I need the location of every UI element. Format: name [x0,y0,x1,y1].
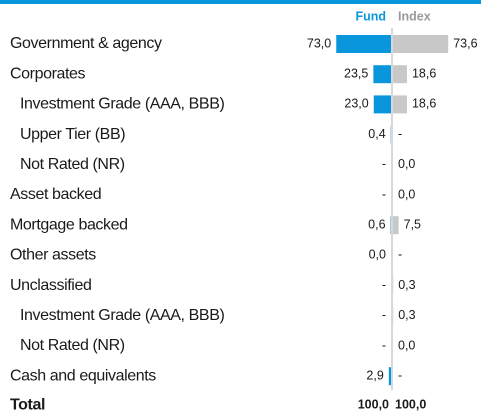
bar [373,95,391,114]
category-label: Upper Tier (BB) [20,126,125,143]
bar [388,367,391,386]
value-label: 0,0 [369,248,386,262]
value-label: 23,5 [344,66,368,80]
category-label: Mortgage backed [10,216,128,233]
value-label: - [382,338,386,352]
bar [393,216,399,235]
value-label: - [382,187,386,201]
value-label: 0,0 [398,157,415,171]
bar [393,65,407,84]
category-label: Asset backed [10,186,101,203]
value-label: 2,9 [366,368,383,382]
value-label: 73,0 [307,36,331,50]
value-label: 0,0 [398,338,415,352]
category-label: Not Rated (NR) [20,337,125,354]
value-label: 18,6 [412,66,436,80]
bar [373,65,391,84]
value-label: 0,3 [398,278,415,292]
value-label: 0,4 [368,127,385,141]
value-label: - [398,248,402,262]
value-label: - [382,308,386,322]
bar [393,95,407,114]
value-label: 0,3 [398,308,415,322]
value-label: - [382,157,386,171]
category-label: Other assets [10,247,96,264]
value-label: 73,6 [453,36,477,50]
value-label: 0,6 [368,217,385,231]
category-label: Government & agency [10,35,162,52]
total-value: 100,0 [395,398,426,412]
category-label: Investment Grade (AAA, BBB) [20,96,224,113]
total-label: Total [10,397,45,414]
category-label: Not Rated (NR) [20,156,125,173]
value-label: 7,5 [404,217,421,231]
header-accent [0,0,481,4]
value-label: - [382,278,386,292]
category-label: Investment Grade (AAA, BBB) [20,307,224,324]
category-label: Corporates [10,65,86,82]
bar [336,35,391,53]
value-label: 18,6 [412,97,436,111]
bar [393,35,449,53]
value-label: 0,0 [398,187,415,201]
legend-label: Fund [355,9,386,23]
legend-label: Index [398,9,431,23]
category-label: Cash and equivalents [10,367,156,384]
value-label: - [398,127,402,141]
value-label: 23,0 [344,97,368,111]
category-label: Unclassified [10,277,91,294]
total-value: 100,0 [358,398,389,412]
value-label: - [398,368,402,382]
